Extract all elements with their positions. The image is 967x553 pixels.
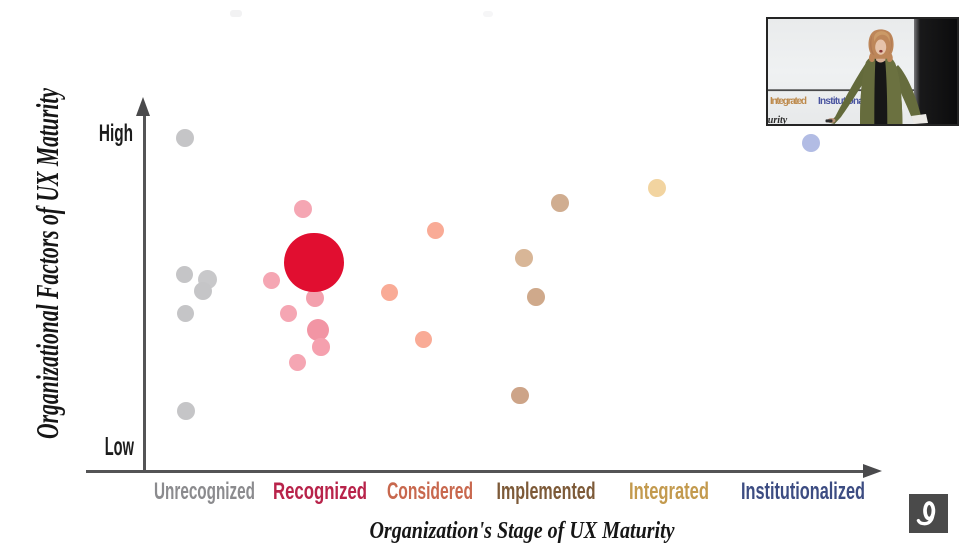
svg-text:Integrated: Integrated <box>770 96 807 107</box>
svg-text:Institutionali: Institutionali <box>818 96 868 107</box>
svg-text:turity: turity <box>768 115 788 124</box>
